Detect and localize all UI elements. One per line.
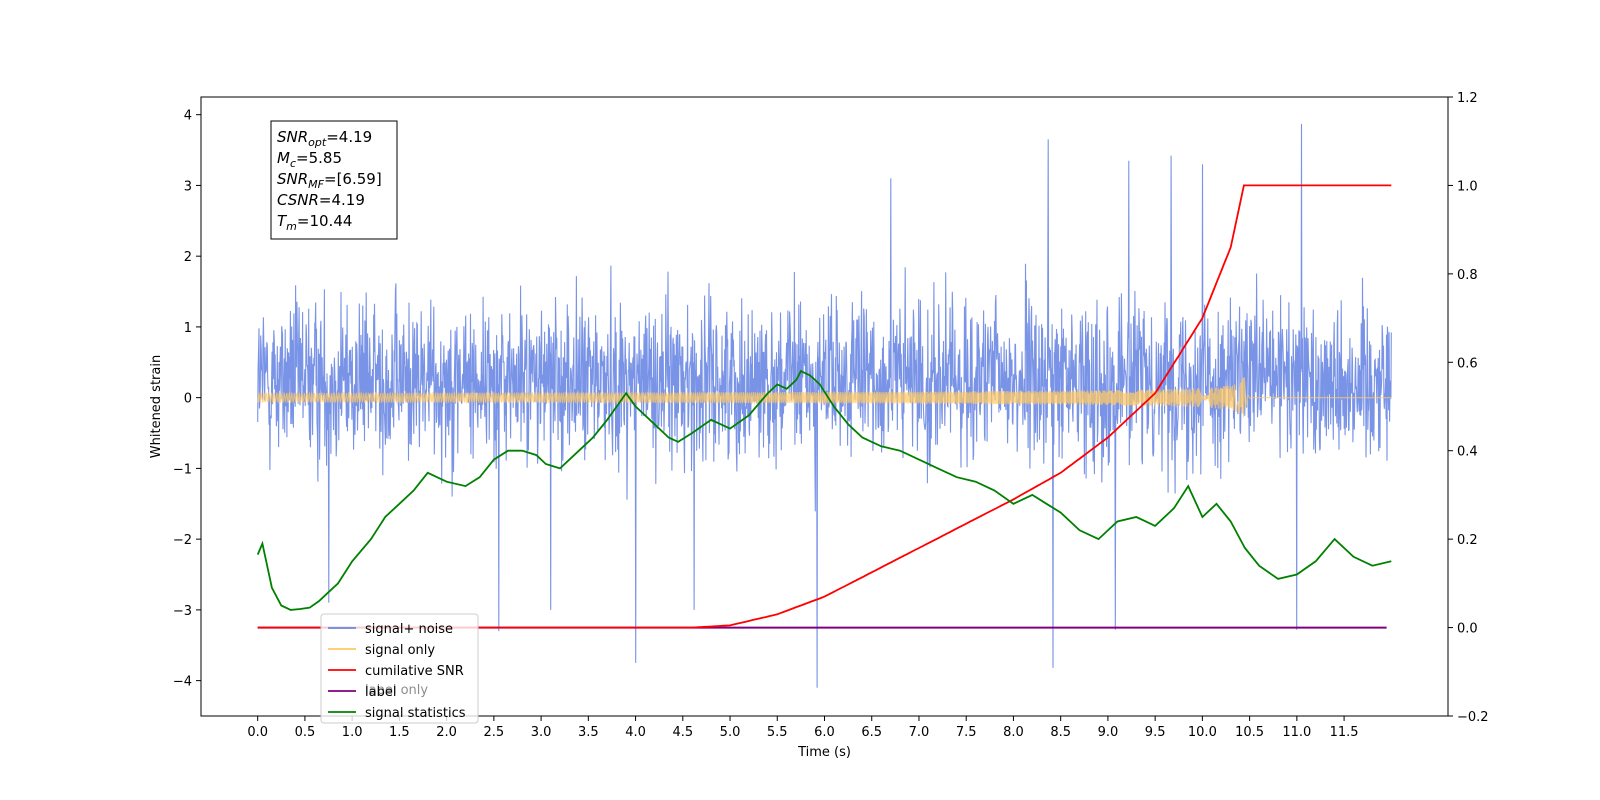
stats-line: SNRopt=4.19 <box>277 128 372 149</box>
y-right-tick-label: 1.2 <box>1457 91 1478 106</box>
x-tick-label: 4.0 <box>625 725 646 740</box>
y-axis-label: Whitened strain <box>149 355 164 458</box>
legend-ghost-text: label only <box>365 683 428 698</box>
y-right-tick-label: 0.4 <box>1457 445 1478 460</box>
y-left-tick-label: −2 <box>173 533 192 548</box>
y-left-tick-label: −1 <box>173 462 192 477</box>
y-right-tick-label: −0.2 <box>1457 710 1489 725</box>
y-axis-right: 1.2 1.0 0.8 0.6 0.4 0.2 0.0 −0.2 <box>1448 91 1489 725</box>
stats-box-frame <box>270 120 398 240</box>
y-left-tick-label: −4 <box>173 675 192 690</box>
legend: label only signal+ noise signal only cumil… <box>320 613 479 724</box>
y-axis-left: 4 3 2 1 0 −1 −2 −3 −4 <box>173 109 201 690</box>
x-axis-label: Time (s) <box>797 745 851 760</box>
x-tick-label: 10.0 <box>1188 725 1217 740</box>
y-left-tick-label: 3 <box>184 179 192 194</box>
x-tick-label: 11.5 <box>1330 725 1359 740</box>
legend-label: cumilative SNR <box>365 664 464 679</box>
x-tick-label: 5.5 <box>767 725 788 740</box>
x-tick-label: 11.0 <box>1282 725 1311 740</box>
legend-label: signal+ noise <box>365 622 453 637</box>
legend-label: signal statistics <box>365 706 466 721</box>
x-tick-label: 9.5 <box>1145 725 1166 740</box>
x-tick-label: 7.5 <box>956 725 977 740</box>
x-tick-label: 4.5 <box>672 725 693 740</box>
legend-label: label <box>365 685 396 700</box>
stats-line: CSNR=4.19 <box>277 191 365 209</box>
x-tick-label: 1.5 <box>389 725 410 740</box>
legend-label: signal only <box>365 643 435 658</box>
plot-area <box>256 123 1392 688</box>
x-axis: 0.0 0.5 1.0 1.5 2.0 2.5 3.0 3.5 4.0 4.5 5.0 5.5 6.0 6… <box>247 716 1359 740</box>
x-tick-label: 2.5 <box>484 725 505 740</box>
x-tick-label: 3.0 <box>531 725 552 740</box>
x-tick-label: 3.5 <box>578 725 599 740</box>
x-tick-label: 0.5 <box>295 725 316 740</box>
x-tick-label: 6.5 <box>861 725 882 740</box>
y-left-tick-label: −3 <box>173 604 192 619</box>
x-tick-label: 5.0 <box>720 725 741 740</box>
series-cumulative-snr <box>257 184 1392 629</box>
x-tick-label: 6.0 <box>814 725 835 740</box>
y-left-tick-label: 4 <box>184 109 192 124</box>
x-tick-label: 10.5 <box>1235 725 1264 740</box>
series-signal-noise <box>257 123 1392 688</box>
y-left-tick-label: 2 <box>184 250 192 265</box>
x-tick-label: 9.0 <box>1098 725 1119 740</box>
x-tick-label: 1.0 <box>342 725 363 740</box>
x-tick-label: 0.0 <box>247 725 268 740</box>
series-signal-statistics <box>256 369 1392 611</box>
stats-line: Mc=5.85 <box>277 149 342 170</box>
y-left-tick-label: 1 <box>184 321 192 336</box>
legend-frame <box>320 613 479 724</box>
stats-line: Tm=10.44 <box>277 212 352 233</box>
y-right-tick-label: 0.8 <box>1457 268 1478 283</box>
x-tick-label: 8.5 <box>1050 725 1071 740</box>
stats-line: SNRMF=[6.59] <box>277 170 382 191</box>
y-right-tick-label: 0.0 <box>1457 622 1478 637</box>
x-tick-label: 8.0 <box>1003 725 1024 740</box>
y-right-tick-label: 0.6 <box>1457 356 1478 371</box>
x-tick-label: 7.0 <box>909 725 930 740</box>
y-right-tick-label: 0.2 <box>1457 533 1478 548</box>
x-tick-label: 2.0 <box>436 725 457 740</box>
y-right-tick-label: 1.0 <box>1457 179 1478 194</box>
series-signal-only <box>257 376 1392 418</box>
y-left-tick-label: 0 <box>184 392 192 407</box>
